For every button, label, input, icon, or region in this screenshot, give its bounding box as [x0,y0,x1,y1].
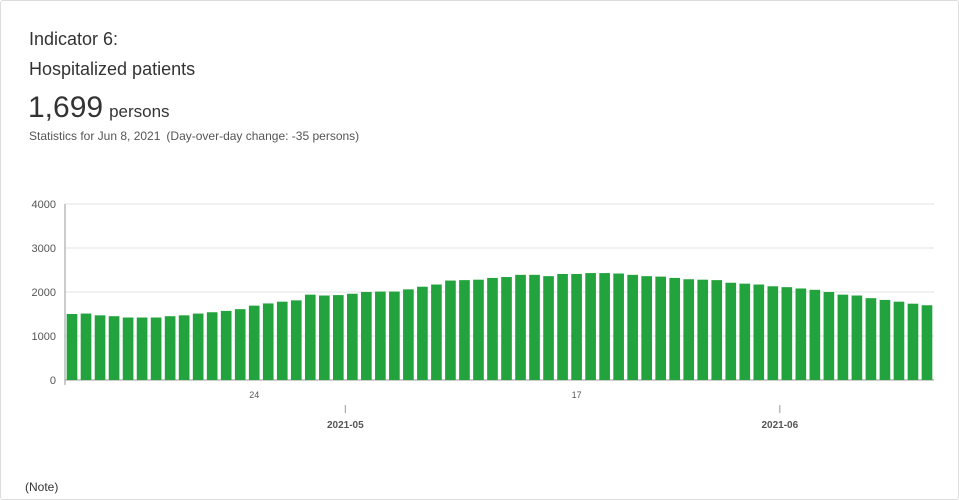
indicator-label: Indicator 6: [29,29,119,49]
bar [445,280,456,380]
bar [711,280,723,380]
bar [80,313,92,380]
bar [515,274,526,380]
bar [361,292,372,380]
x-major-tick-label: 2021-05 [327,420,364,431]
bar [921,305,933,380]
bar [234,309,246,380]
bar [599,273,610,380]
bar [473,279,484,380]
bar [375,291,386,380]
bar [459,280,470,380]
statistics-line: Statistics for Jun 8, 2021 (Day-over-day … [29,129,359,143]
bar [767,286,779,380]
bar [248,305,260,380]
y-tick-label: 0 [50,375,56,387]
bar [304,294,316,380]
bar [431,284,442,380]
day-over-day-change: (Day-over-day change: -35 persons) [166,129,360,143]
bar [192,313,204,380]
bar [332,295,344,380]
bar [837,294,849,380]
bar [94,315,106,380]
bar [206,312,218,380]
bar [585,273,596,380]
y-tick-label: 2000 [32,287,56,299]
x-minor-tick-label: 24 [249,390,259,400]
bar [150,317,162,380]
bar [290,300,302,380]
bar [136,317,148,380]
statistics-date: Statistics for Jun 8, 2021 [29,129,161,143]
y-tick-label: 3000 [32,243,56,255]
bar [108,316,120,380]
bar [697,279,709,380]
bar [627,274,638,380]
bar [613,273,624,380]
bar [543,276,554,380]
bar [655,276,667,380]
bar [318,295,330,380]
bar [669,277,681,380]
hospitalized-bar-chart: 0 1000 2000 3000 4000 24 17 2021-05 2021-06 [32,199,934,431]
bar [865,298,877,380]
bar [739,283,751,380]
bar [178,315,190,380]
bar [683,279,695,380]
x-major-tick-label: 2021-06 [761,420,798,431]
y-tick-label: 1000 [32,331,56,343]
bar [220,310,232,380]
bar [795,288,807,380]
bar [122,317,134,380]
bar [66,314,78,380]
bar [851,295,863,380]
bar [276,301,288,380]
bar [571,273,582,380]
bar [501,277,512,380]
bar [347,293,358,380]
bar [557,273,568,380]
bar [725,282,737,380]
bar [907,303,919,380]
bar [879,299,891,380]
bar [403,289,414,380]
bar [781,287,793,380]
indicator-title: Hospitalized patients [29,59,196,79]
bar [641,276,652,380]
bar [809,289,821,380]
bar [753,284,765,380]
current-value-number: 1,699 [28,91,104,124]
bar [529,274,540,380]
note-label: (Note) [25,480,59,494]
bar [164,316,176,380]
bar [417,286,428,380]
y-tick-label: 4000 [32,199,56,211]
bar [389,291,400,380]
bar [823,292,835,380]
bar [893,301,905,380]
x-minor-tick-label: 17 [572,390,582,400]
current-value-unit: persons [109,102,170,121]
bar [262,303,274,380]
current-value: 1,699 persons [28,91,170,125]
bar [487,277,498,380]
